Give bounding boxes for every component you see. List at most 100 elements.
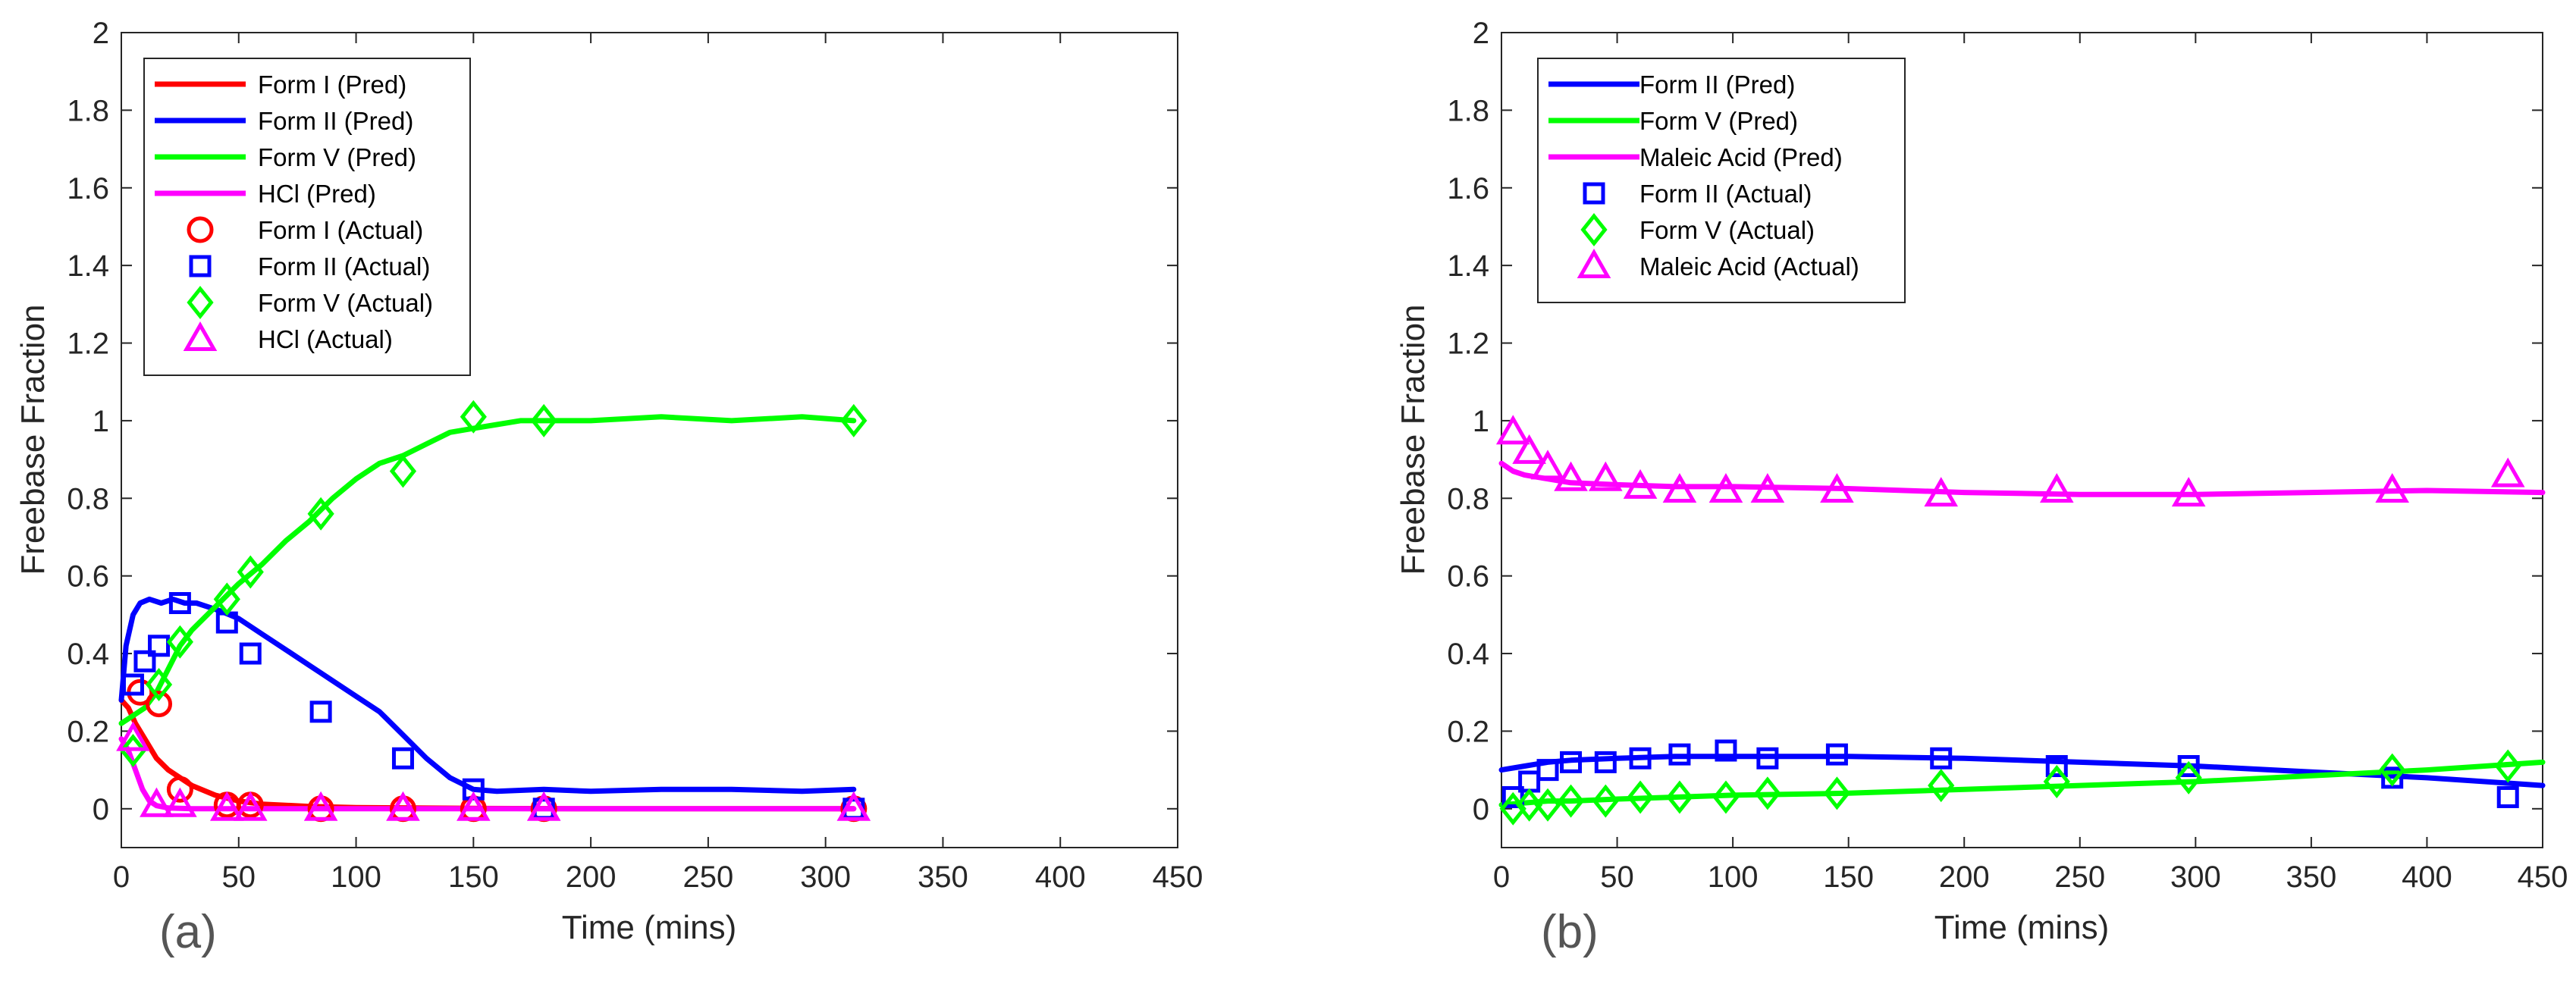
y-tick-label: 0.4 bbox=[1447, 638, 1489, 671]
legend-label-form-ii-pred: Form II (Pred) bbox=[258, 107, 413, 135]
series-line-form-v-pred bbox=[1498, 759, 2546, 808]
legend-label-hcl-actual: HCl (Actual) bbox=[258, 325, 393, 353]
data-point-form-v-actual bbox=[1823, 776, 1851, 810]
data-point-form-v-actual bbox=[237, 555, 264, 589]
x-tick-label: 0 bbox=[113, 860, 130, 894]
y-tick-label: 1.4 bbox=[1447, 249, 1489, 283]
data-point-form-ii-actual bbox=[1594, 751, 1617, 773]
data-point-form-v-actual bbox=[2043, 764, 2070, 798]
data-point-form-v-actual bbox=[389, 454, 417, 488]
data-point-form-v-actual bbox=[307, 497, 334, 531]
x-tick-label: 300 bbox=[2170, 860, 2221, 894]
data-point-form-v-actual bbox=[1592, 784, 1619, 818]
x-tick-label: 200 bbox=[566, 860, 617, 894]
legend-label-maleic-acid-actual: Maleic Acid (Actual) bbox=[1639, 252, 1859, 281]
chart-panel-b: 0 50 100 150 200 250 300 350 400 450 0 0.2 0.4 0.6 0.… bbox=[1395, 17, 2568, 958]
legend-marker-form-v-actual bbox=[1580, 212, 1608, 247]
y-tick-label: 0.6 bbox=[1447, 560, 1489, 594]
y-axis-b: 0 0.2 0.4 0.6 0.8 1 1.2 1.4 1.6 1.8 2 bbox=[1447, 17, 2543, 826]
legend-label-form-i-actual: Form I (Actual) bbox=[258, 216, 423, 244]
y-tick-label: 0.2 bbox=[1447, 715, 1489, 748]
legend-a: Form I (Pred) Form II (Pred) Form V (Pred)… bbox=[143, 58, 471, 376]
data-point-form-v-actual bbox=[166, 625, 193, 659]
series-line-form-ii-pred bbox=[118, 596, 857, 795]
legend-label-form-v-pred: Form V (Pred) bbox=[258, 143, 416, 171]
data-point-form-ii-actual bbox=[1756, 747, 1779, 769]
x-tick-label: 100 bbox=[1708, 860, 1759, 894]
legend-label-form-ii-pred: Form II (Pred) bbox=[1639, 71, 1795, 99]
legend-label-maleic-acid-pred: Maleic Acid (Pred) bbox=[1639, 143, 1843, 171]
data-point-maleic-acid-actual bbox=[2490, 457, 2525, 487]
y-tick-label: 0.8 bbox=[67, 482, 109, 516]
data-point-maleic-acid-actual bbox=[1588, 461, 1623, 491]
data-point-form-ii-actual bbox=[1536, 759, 1559, 782]
y-tick-label: 1 bbox=[1473, 405, 1489, 438]
data-point-form-v-actual bbox=[1627, 780, 1654, 814]
data-point-form-v-actual bbox=[2494, 749, 2521, 783]
data-point-form-i-actual bbox=[146, 691, 173, 718]
x-tick-label: 450 bbox=[1153, 860, 1203, 894]
x-tick-label: 450 bbox=[2518, 860, 2568, 894]
x-tick-label: 100 bbox=[331, 860, 381, 894]
data-point-hcl-actual bbox=[209, 791, 244, 821]
data-point-form-ii-actual bbox=[2045, 755, 2068, 777]
data-point-form-v-actual bbox=[2175, 760, 2202, 795]
legend-label-form-v-pred: Form V (Pred) bbox=[1639, 107, 1798, 135]
legend-label-form-v-actual: Form V (Actual) bbox=[1639, 216, 1815, 244]
data-point-maleic-acid-actual bbox=[1708, 473, 1743, 503]
x-tick-label: 150 bbox=[448, 860, 499, 894]
panel-label-a: (a) bbox=[159, 906, 217, 958]
data-point-form-ii-actual bbox=[309, 700, 332, 723]
data-point-form-ii-actual bbox=[133, 650, 156, 672]
data-point-form-ii-actual bbox=[148, 635, 171, 657]
data-point-form-v-actual bbox=[1754, 776, 1781, 810]
x-tick-label: 50 bbox=[222, 860, 256, 894]
y-tick-label: 0.4 bbox=[67, 638, 109, 671]
x-tick-label: 0 bbox=[1493, 860, 1510, 894]
data-point-form-ii-actual bbox=[1930, 747, 1953, 769]
y-tick-label: 1.4 bbox=[67, 249, 109, 283]
data-point-maleic-acid-actual bbox=[1662, 473, 1697, 503]
data-point-maleic-acid-actual bbox=[1820, 473, 1854, 503]
data-point-form-ii-actual bbox=[1560, 751, 1583, 773]
data-point-maleic-acid-actual bbox=[2171, 477, 2206, 507]
data-point-form-ii-actual bbox=[1715, 739, 1737, 762]
data-point-hcl-actual bbox=[116, 721, 150, 751]
data-point-form-v-actual bbox=[1666, 780, 1693, 814]
data-point-form-i-actual bbox=[166, 776, 193, 803]
x-axis-a: 0 50 100 150 200 250 300 350 400 450 bbox=[113, 33, 1203, 894]
y-tick-label: 0.8 bbox=[1447, 482, 1489, 516]
data-point-hcl-actual bbox=[140, 787, 174, 817]
panel-label-b: (b) bbox=[1541, 906, 1599, 958]
data-point-hcl-actual bbox=[386, 791, 420, 821]
x-tick-label: 400 bbox=[1035, 860, 1086, 894]
data-point-form-v-actual bbox=[119, 734, 147, 768]
legend-label-form-i-pred: Form I (Pred) bbox=[258, 71, 406, 99]
y-tick-label: 0 bbox=[93, 793, 109, 826]
legend-marker-form-ii-actual bbox=[1583, 182, 1605, 205]
data-point-hcl-actual bbox=[303, 791, 338, 821]
data-point-form-ii-actual bbox=[239, 642, 262, 665]
data-point-form-v-actual bbox=[1516, 788, 1543, 822]
y-tick-label: 1.8 bbox=[1447, 94, 1489, 127]
data-point-form-v-actual bbox=[145, 667, 173, 702]
data-point-maleic-acid-actual bbox=[1512, 434, 1546, 464]
legend-label-form-ii-actual: Form II (Actual) bbox=[1639, 180, 1812, 208]
data-point-form-v-actual bbox=[1534, 788, 1561, 822]
y-tick-label: 1.6 bbox=[67, 172, 109, 205]
data-point-form-v-actual bbox=[1712, 780, 1740, 814]
data-point-form-v-actual bbox=[460, 400, 487, 434]
data-point-hcl-actual bbox=[233, 791, 268, 821]
data-point-form-ii-actual bbox=[2177, 755, 2200, 777]
y-tick-label: 1 bbox=[93, 405, 109, 438]
data-point-form-ii-actual bbox=[1825, 743, 1848, 766]
x-tick-label: 50 bbox=[1600, 860, 1634, 894]
data-point-form-ii-actual bbox=[168, 592, 191, 614]
data-point-form-ii-actual bbox=[2381, 766, 2404, 789]
data-point-form-v-actual bbox=[1928, 769, 1955, 803]
data-point-maleic-acid-actual bbox=[1750, 473, 1785, 503]
x-tick-label: 250 bbox=[2054, 860, 2105, 894]
y-tick-label: 1.2 bbox=[1447, 328, 1489, 361]
legend-marker-hcl-actual bbox=[183, 321, 218, 351]
data-point-form-v-actual bbox=[213, 582, 240, 616]
